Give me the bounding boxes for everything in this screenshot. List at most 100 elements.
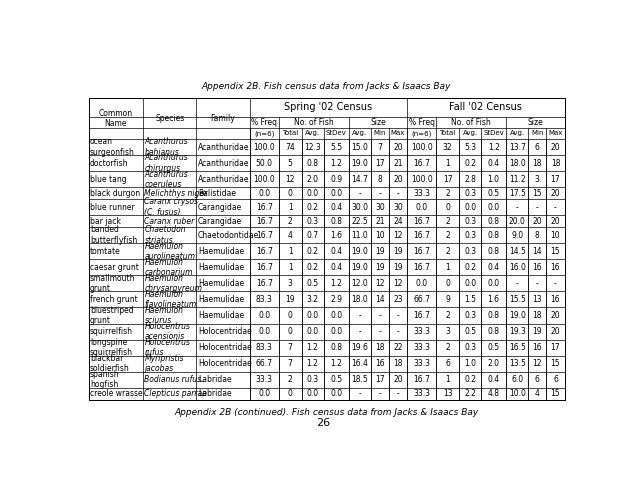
Text: 0.0: 0.0 xyxy=(307,311,319,320)
Text: Min: Min xyxy=(374,131,386,136)
Text: 15: 15 xyxy=(532,188,542,198)
Text: 17.5: 17.5 xyxy=(509,188,526,198)
Text: 20: 20 xyxy=(393,375,403,384)
Text: Haemulidae: Haemulidae xyxy=(198,279,244,288)
Text: 18: 18 xyxy=(532,159,542,168)
Text: 19.0: 19.0 xyxy=(352,159,369,168)
Text: 9: 9 xyxy=(445,295,450,304)
Text: 0.5: 0.5 xyxy=(464,327,476,336)
Text: doctorfish: doctorfish xyxy=(90,159,129,168)
Text: 0.0: 0.0 xyxy=(488,279,500,288)
Text: black durgon: black durgon xyxy=(90,188,140,198)
Text: 19: 19 xyxy=(393,263,403,272)
Text: 24: 24 xyxy=(393,217,403,225)
Text: 33.3: 33.3 xyxy=(413,359,430,368)
Text: 0.8: 0.8 xyxy=(307,159,319,168)
Text: Size: Size xyxy=(370,118,386,127)
Text: Avg.: Avg. xyxy=(352,131,367,136)
Text: 30: 30 xyxy=(375,203,385,212)
Text: 0: 0 xyxy=(288,311,293,320)
Text: 50.0: 50.0 xyxy=(256,159,273,168)
Text: Haemulidae: Haemulidae xyxy=(198,263,244,272)
Text: 16.7: 16.7 xyxy=(256,231,273,240)
Text: 0.8: 0.8 xyxy=(488,217,500,225)
Text: 16.7: 16.7 xyxy=(413,231,430,240)
Text: -: - xyxy=(516,279,518,288)
Text: 0.5: 0.5 xyxy=(330,375,342,384)
Text: caesar grunt: caesar grunt xyxy=(90,263,139,272)
Text: 3.2: 3.2 xyxy=(307,295,319,304)
Text: 15.5: 15.5 xyxy=(509,295,526,304)
Text: 0.0: 0.0 xyxy=(307,389,319,398)
Text: 3: 3 xyxy=(445,327,450,336)
Text: 19: 19 xyxy=(285,295,295,304)
Text: 0.4: 0.4 xyxy=(330,263,342,272)
Text: Acanthurus
chirurgus: Acanthurus chirurgus xyxy=(144,153,188,173)
Text: 0.2: 0.2 xyxy=(464,263,476,272)
Text: tomtate: tomtate xyxy=(90,247,121,256)
Text: 13.7: 13.7 xyxy=(509,143,526,151)
Text: 20: 20 xyxy=(551,143,560,151)
Text: No. of Fish: No. of Fish xyxy=(452,118,491,127)
Text: 26: 26 xyxy=(316,418,330,428)
Text: Size: Size xyxy=(527,118,543,127)
Text: 1.2: 1.2 xyxy=(330,359,342,368)
Text: 6: 6 xyxy=(535,143,540,151)
Text: 5.3: 5.3 xyxy=(464,143,476,151)
Text: Acanthuridae: Acanthuridae xyxy=(198,175,249,184)
Text: Appendix 2B. Fish census data from Jacks & Isaacs Bay: Appendix 2B. Fish census data from Jacks… xyxy=(202,82,451,91)
Text: 0.2: 0.2 xyxy=(307,247,319,256)
Text: 66.7: 66.7 xyxy=(413,295,430,304)
Text: 1.2: 1.2 xyxy=(307,359,319,368)
Text: 14.7: 14.7 xyxy=(352,175,369,184)
Text: 1.2: 1.2 xyxy=(330,159,342,168)
Text: 22.5: 22.5 xyxy=(352,217,368,225)
Text: 16.7: 16.7 xyxy=(413,263,430,272)
Text: 33.3: 33.3 xyxy=(413,327,430,336)
Text: 17: 17 xyxy=(443,175,452,184)
Text: 74: 74 xyxy=(285,143,295,151)
Text: 16.7: 16.7 xyxy=(413,247,430,256)
Text: (n=6): (n=6) xyxy=(411,130,432,137)
Text: 7: 7 xyxy=(377,143,382,151)
Text: 18: 18 xyxy=(532,311,542,320)
Text: 16.7: 16.7 xyxy=(413,311,430,320)
Text: 0.4: 0.4 xyxy=(488,263,500,272)
Text: 0.4: 0.4 xyxy=(488,159,500,168)
Text: 18: 18 xyxy=(375,343,384,352)
Text: 66.7: 66.7 xyxy=(256,359,273,368)
Text: Total: Total xyxy=(282,131,299,136)
Text: 12: 12 xyxy=(285,175,295,184)
Text: Chaetodontidae: Chaetodontidae xyxy=(198,231,259,240)
Text: 83.3: 83.3 xyxy=(256,343,273,352)
Text: blackbar
soldierfish: blackbar soldierfish xyxy=(90,354,130,374)
Text: 2.9: 2.9 xyxy=(330,295,342,304)
Text: 1: 1 xyxy=(445,263,450,272)
Text: 1.6: 1.6 xyxy=(488,295,500,304)
Text: 23: 23 xyxy=(393,295,403,304)
Text: 6: 6 xyxy=(535,375,540,384)
Text: -: - xyxy=(379,311,381,320)
Text: 17: 17 xyxy=(551,343,560,352)
Text: 1.2: 1.2 xyxy=(488,143,500,151)
Text: 2: 2 xyxy=(288,375,292,384)
Text: 7: 7 xyxy=(288,343,293,352)
Text: 0.0: 0.0 xyxy=(330,327,342,336)
Text: 0.5: 0.5 xyxy=(488,188,500,198)
Text: 0.2: 0.2 xyxy=(464,375,476,384)
Text: 16.5: 16.5 xyxy=(509,343,526,352)
Text: 0.3: 0.3 xyxy=(464,231,476,240)
Text: 16.7: 16.7 xyxy=(256,279,273,288)
Text: 2: 2 xyxy=(445,188,450,198)
Text: 1: 1 xyxy=(445,159,450,168)
Text: 30: 30 xyxy=(393,203,403,212)
Text: 10: 10 xyxy=(551,231,560,240)
Text: 19: 19 xyxy=(393,247,403,256)
Text: StDev: StDev xyxy=(483,131,504,136)
Text: ocean
surgeonfish: ocean surgeonfish xyxy=(90,137,135,157)
Text: 19.6: 19.6 xyxy=(352,343,369,352)
Text: 100.0: 100.0 xyxy=(411,143,433,151)
Text: -: - xyxy=(358,311,361,320)
Text: 6.0: 6.0 xyxy=(512,375,524,384)
Text: Haemulidae: Haemulidae xyxy=(198,295,244,304)
